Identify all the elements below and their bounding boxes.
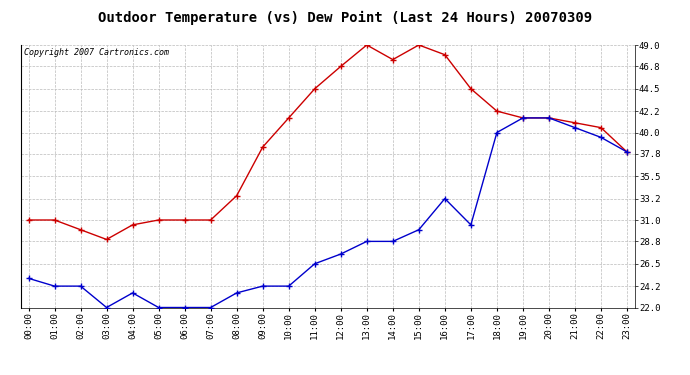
Text: Outdoor Temperature (vs) Dew Point (Last 24 Hours) 20070309: Outdoor Temperature (vs) Dew Point (Last…	[98, 11, 592, 26]
Text: Copyright 2007 Cartronics.com: Copyright 2007 Cartronics.com	[23, 48, 169, 57]
